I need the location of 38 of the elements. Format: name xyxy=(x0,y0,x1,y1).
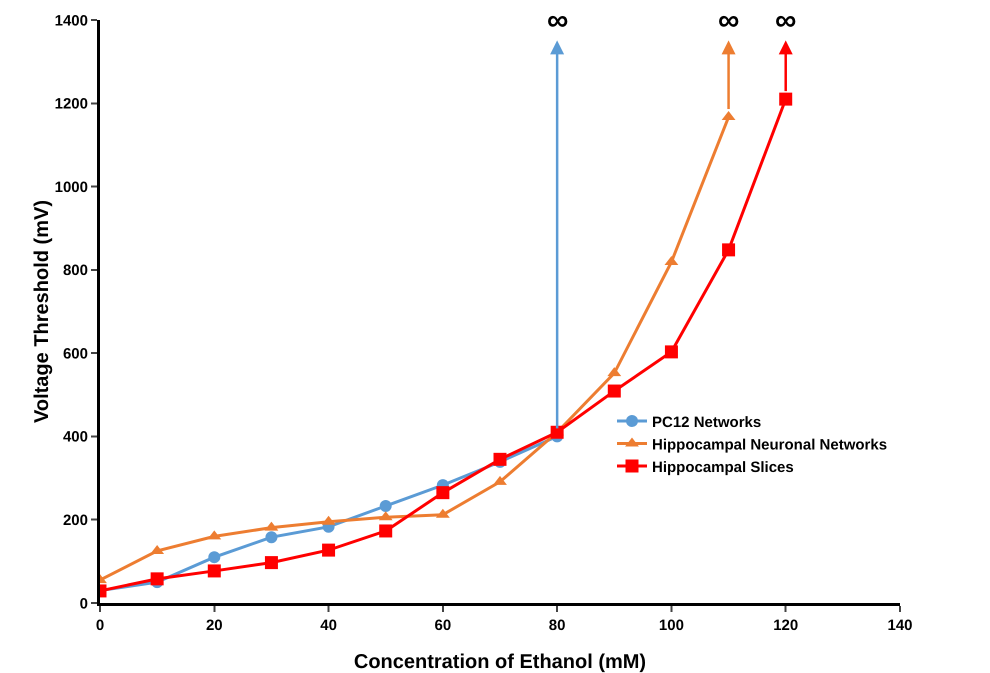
point xyxy=(264,556,278,570)
x-tick-label: 140 xyxy=(887,617,913,634)
y-axis-title: Voltage Threshold (mV) xyxy=(31,200,53,423)
point xyxy=(208,551,220,564)
point xyxy=(322,544,336,557)
x-tick-label: 20 xyxy=(206,617,223,634)
y-tick-label: 1200 xyxy=(54,96,88,113)
point xyxy=(722,243,736,256)
y-tick-label: 1000 xyxy=(54,178,88,196)
annotation: ∞ xyxy=(547,4,568,37)
point xyxy=(208,564,221,578)
y-tick-label: 200 xyxy=(62,512,88,529)
point xyxy=(379,524,392,538)
point xyxy=(436,486,450,500)
point xyxy=(608,384,621,398)
point xyxy=(150,572,164,586)
annotation: ∞ xyxy=(718,4,740,37)
point xyxy=(779,92,792,106)
point xyxy=(550,426,564,439)
point xyxy=(664,345,678,358)
x-tick-label: 40 xyxy=(320,617,337,634)
legend-label: Hippocampal Neuronal Networks xyxy=(652,436,888,454)
point xyxy=(265,531,278,544)
x-tick-label: 0 xyxy=(96,617,104,634)
point xyxy=(380,500,392,512)
annotation: ∞ xyxy=(775,4,796,37)
legend-label: PC12 Networks xyxy=(652,414,762,431)
x-axis-title: Concentration of Ethanol (mM) xyxy=(354,651,646,673)
y-tick-label: 400 xyxy=(62,428,88,446)
y-tick-label: 600 xyxy=(62,345,88,362)
x-tick-label: 80 xyxy=(548,617,566,634)
legend-label: Hippocampal Slices xyxy=(652,458,794,476)
x-tick-label: 100 xyxy=(658,617,684,634)
y-tick-label: 800 xyxy=(62,262,88,280)
y-tick-label: 0 xyxy=(80,595,88,612)
x-tick-label: 120 xyxy=(773,617,798,634)
y-tick-label: 1400 xyxy=(54,12,88,30)
x-tick-label: 60 xyxy=(434,617,452,634)
